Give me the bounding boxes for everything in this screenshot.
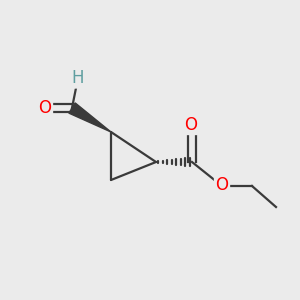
Text: O: O <box>38 99 52 117</box>
Polygon shape <box>69 103 111 132</box>
Text: H: H <box>72 69 84 87</box>
Text: O: O <box>184 116 197 134</box>
Text: O: O <box>215 176 229 194</box>
